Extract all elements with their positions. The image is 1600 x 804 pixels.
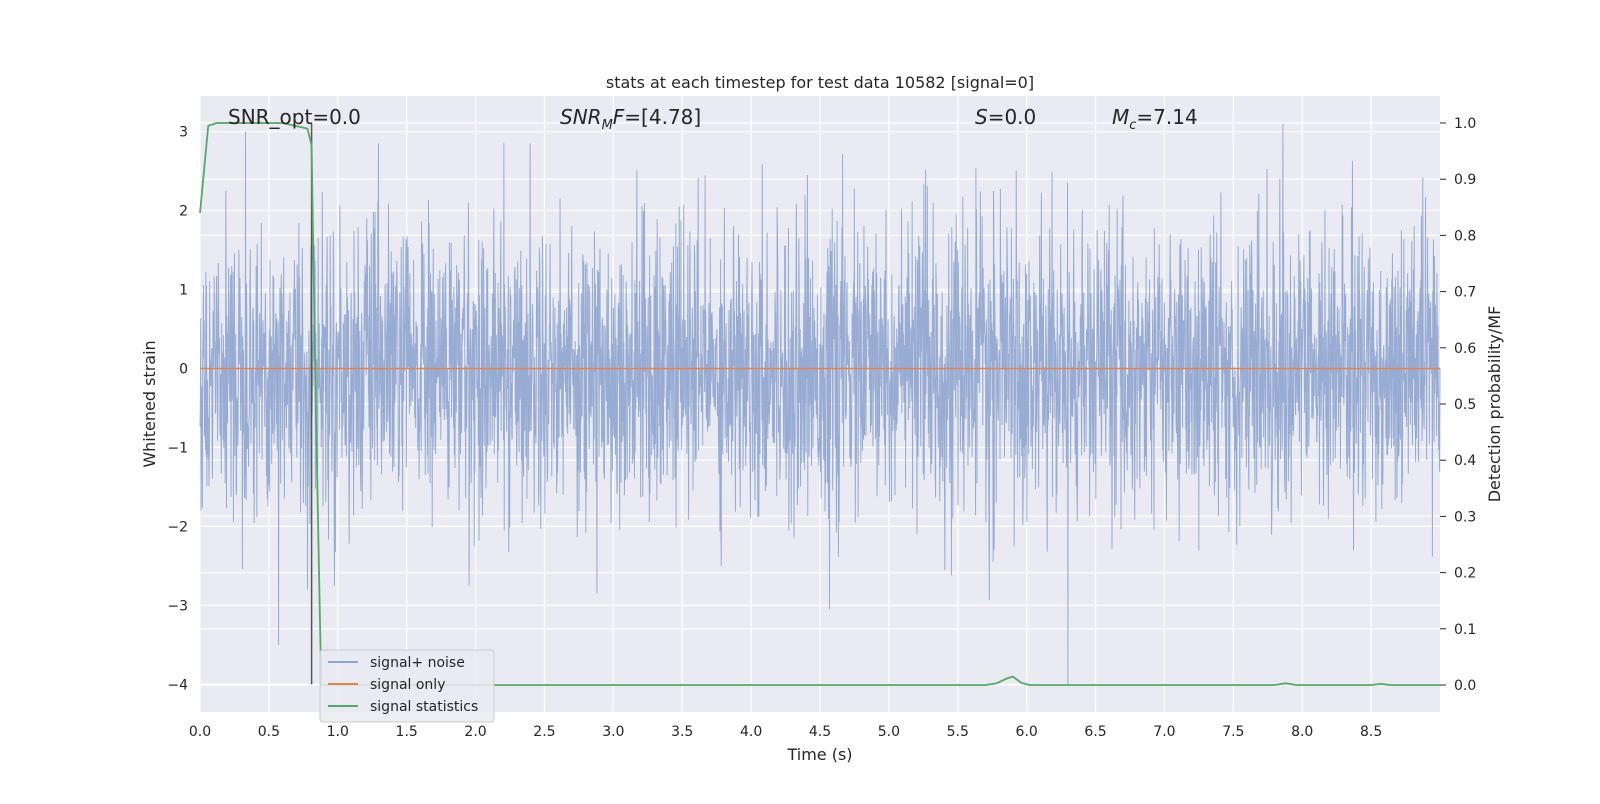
y-right-tick-label: 0.5 xyxy=(1454,397,1476,413)
y-right-tick-label: 0.4 xyxy=(1454,453,1476,469)
x-tick-label: 5.0 xyxy=(878,724,900,740)
legend-label-signal-only: signal only xyxy=(370,677,445,693)
legend: signal+ noise signal only signal statist… xyxy=(319,649,495,723)
x-tick-label: 3.5 xyxy=(671,724,693,740)
series-line-signal-noise xyxy=(199,123,1441,685)
y-right-tick-label: 0.0 xyxy=(1454,678,1476,694)
annotation-s-value: S=0.0 xyxy=(975,105,1036,129)
x-tick-label: 6.0 xyxy=(1016,724,1038,740)
x-tick-label: 5.5 xyxy=(947,724,969,740)
y-right-tick-label: 1.0 xyxy=(1454,116,1476,132)
annotation-mc-value: Mc=7.14 xyxy=(1112,105,1198,133)
svg-text:S=0.0: S=0.0 xyxy=(975,105,1036,129)
x-tick-label: 4.5 xyxy=(809,724,831,740)
y-left-tick-label: 0 xyxy=(179,361,188,377)
y-right-tick-label: 0.3 xyxy=(1454,509,1476,525)
y-left-tick-label: −2 xyxy=(167,519,188,535)
y-left-tick-label: −4 xyxy=(167,677,188,693)
x-tick-label: 3.0 xyxy=(602,724,624,740)
annotation-snr-mf: SNRMF=[4.78] xyxy=(560,105,701,133)
annotation-snr-opt: SNR_opt=0.0 xyxy=(228,105,361,129)
legend-label-signal-noise: signal+ noise xyxy=(370,655,465,671)
x-tick-label: 1.0 xyxy=(327,724,349,740)
legend-box xyxy=(319,649,495,723)
y-right-tick-label: 0.8 xyxy=(1454,228,1476,244)
x-tick-label: 7.5 xyxy=(1222,724,1244,740)
x-tick-label: 8.5 xyxy=(1360,724,1382,740)
x-tick-label: 2.0 xyxy=(464,724,486,740)
legend-label-signal-statistics: signal statistics xyxy=(370,699,478,715)
y-right-axis-label: Detection probability/MF xyxy=(1485,306,1504,503)
y-right-tick-label: 0.2 xyxy=(1454,566,1476,582)
x-tick-label: 4.0 xyxy=(740,724,762,740)
svg-text:Mc=7.14: Mc=7.14 xyxy=(1112,105,1198,133)
x-tick-label: 7.0 xyxy=(1153,724,1175,740)
x-tick-label: 0.0 xyxy=(189,724,211,740)
x-tick-label: 8.0 xyxy=(1291,724,1313,740)
y-right-tick-label: 0.6 xyxy=(1454,341,1476,357)
x-tick-label: 2.5 xyxy=(533,724,555,740)
signal-statistics-series xyxy=(199,122,1440,686)
x-tick-label: 1.5 xyxy=(396,724,418,740)
y-left-tick-label: 3 xyxy=(179,125,188,141)
y-right-axis-ticks: 1.0 0.9 0.8 0.7 0.6 0.5 0.4 0.3 0.2 0.1 0.0 xyxy=(1440,116,1476,694)
x-axis-label: Time (s) xyxy=(786,745,852,764)
y-left-tick-label: 1 xyxy=(179,282,188,298)
x-axis-ticks: 0.0 0.5 1.0 1.5 2.0 2.5 3.0 3.5 4.0 4.5 5.0 5.5 6.0 6… xyxy=(189,724,1382,740)
y-right-tick-label: 0.9 xyxy=(1454,172,1476,188)
x-tick-label: 0.5 xyxy=(258,724,280,740)
y-left-tick-label: −3 xyxy=(167,598,188,614)
chart-title: stats at each timestep for test data 105… xyxy=(606,73,1034,92)
y-left-axis-ticks: 3 2 1 0 −1 −2 −3 −4 xyxy=(167,125,188,694)
y-left-tick-label: −1 xyxy=(167,440,188,456)
svg-text:SNRMF=[4.78]: SNRMF=[4.78] xyxy=(560,105,701,133)
series-line-signal-statistics xyxy=(199,122,1440,686)
signal-noise-series xyxy=(199,123,1441,685)
y-right-tick-label: 0.7 xyxy=(1454,285,1476,301)
y-right-tick-label: 0.1 xyxy=(1454,622,1476,638)
y-left-axis-label: Whitened strain xyxy=(140,340,159,467)
x-tick-label: 6.5 xyxy=(1084,724,1106,740)
y-left-tick-label: 2 xyxy=(179,204,188,220)
